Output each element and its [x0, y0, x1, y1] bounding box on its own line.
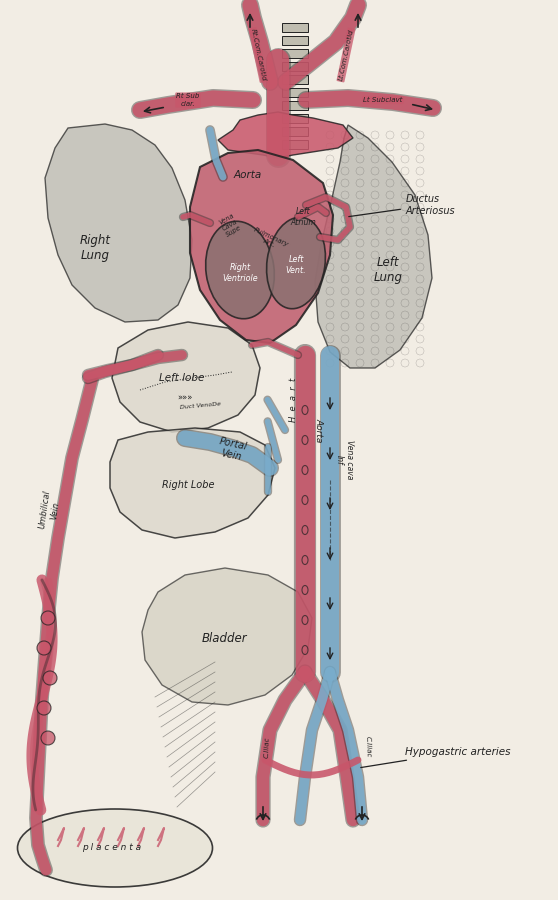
Text: Right
Lung: Right Lung	[79, 234, 110, 262]
Text: Duct VenoDe: Duct VenoDe	[179, 401, 221, 410]
Text: Lt Subclavt: Lt Subclavt	[363, 97, 403, 103]
Text: C.Iliac: C.Iliac	[364, 736, 372, 758]
Text: Lt.Com.Carotid: Lt.Com.Carotid	[338, 29, 354, 81]
Ellipse shape	[267, 217, 325, 309]
Bar	[282, 36, 308, 45]
Ellipse shape	[206, 221, 275, 319]
Bar	[282, 49, 308, 58]
Bar	[282, 62, 308, 71]
Circle shape	[37, 641, 51, 655]
Circle shape	[41, 611, 55, 625]
Text: Hypogastric arteries: Hypogastric arteries	[360, 747, 511, 768]
Circle shape	[41, 731, 55, 745]
Bar	[282, 23, 308, 32]
Polygon shape	[218, 112, 353, 158]
Text: Pulmonary
Art.: Pulmonary Art.	[250, 226, 290, 254]
Bar	[282, 140, 308, 149]
Bar	[282, 101, 308, 110]
Text: Left
Lung: Left Lung	[373, 256, 402, 284]
Text: Right
Ventriole: Right Ventriole	[222, 264, 258, 283]
Bar	[282, 75, 308, 84]
Text: Right Lobe: Right Lobe	[162, 480, 214, 490]
Text: p l a c e n t a: p l a c e n t a	[83, 843, 142, 852]
Bar	[282, 114, 308, 123]
Polygon shape	[315, 125, 432, 368]
Text: Left
Atrium: Left Atrium	[290, 207, 316, 227]
Text: H  e  a  r  t: H e a r t	[288, 378, 297, 422]
Text: Rt.Com.Carotid: Rt.Com.Carotid	[249, 28, 267, 82]
Polygon shape	[142, 568, 312, 705]
Text: »»»: »»»	[177, 393, 193, 402]
Bar	[282, 127, 308, 136]
Polygon shape	[110, 428, 275, 538]
Text: Left lobe: Left lobe	[160, 373, 205, 383]
Circle shape	[43, 671, 57, 685]
Bar	[282, 88, 308, 97]
Ellipse shape	[17, 809, 213, 887]
Text: Vena cava
Inf: Vena cava Inf	[334, 440, 354, 480]
Polygon shape	[190, 150, 333, 343]
Text: C.Iliac: C.Iliac	[263, 736, 271, 758]
Text: Ductus
Arteriosus: Ductus Arteriosus	[349, 194, 456, 217]
Text: Aorta: Aorta	[315, 418, 324, 442]
Text: Left
Vent.: Left Vent.	[286, 256, 306, 274]
Text: Portal
Vein: Portal Vein	[216, 436, 248, 464]
Polygon shape	[112, 322, 260, 432]
Text: Umbilical
Vein: Umbilical Vein	[38, 490, 62, 531]
Text: Aorta: Aorta	[234, 170, 262, 180]
Text: Rt Sub
clar.: Rt Sub clar.	[176, 94, 200, 106]
Circle shape	[37, 701, 51, 715]
Text: Vena
Cava
Supe: Vena Cava Supe	[218, 212, 242, 238]
Polygon shape	[45, 124, 192, 322]
Text: Bladder: Bladder	[202, 632, 248, 644]
